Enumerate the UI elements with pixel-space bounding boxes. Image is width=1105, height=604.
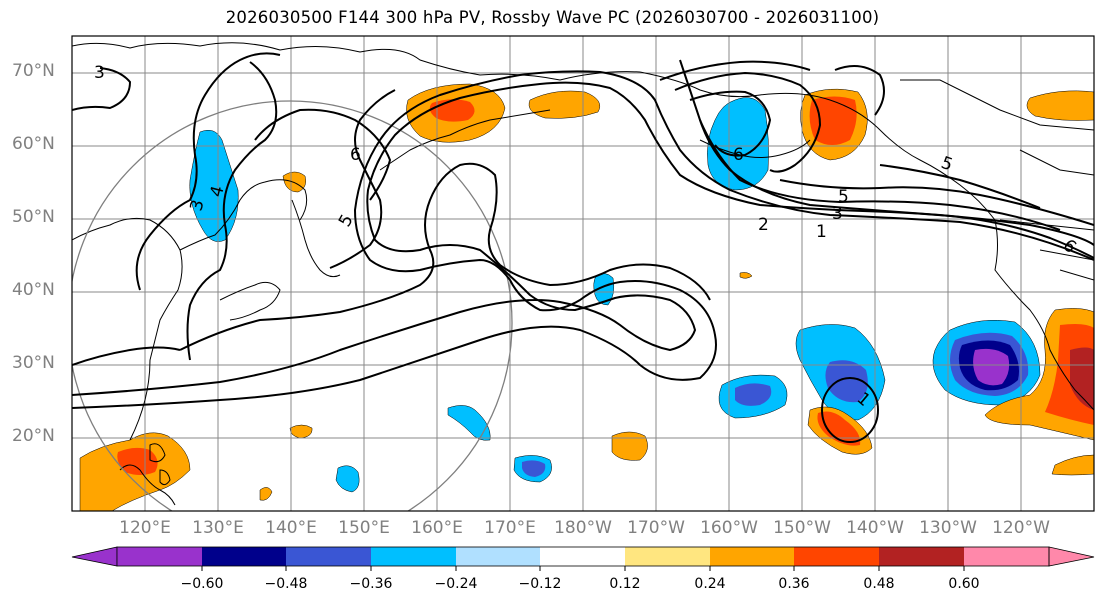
colorbar-tick-label: 0.48	[863, 576, 895, 592]
colorbar-extend-max	[1048, 546, 1095, 567]
colorbar-segment	[879, 547, 964, 566]
colorbar	[71, 546, 1095, 571]
colorbar-segment	[456, 547, 540, 566]
lon-label-160e: 160°E	[411, 518, 463, 538]
contour-label: 5	[838, 187, 849, 207]
negative-anomaly-blob	[335, 465, 360, 493]
lat-label-60n: 60°N	[12, 134, 55, 154]
reference-circle	[72, 100, 513, 511]
colorbar-segment	[117, 547, 202, 566]
contour-label: 1	[816, 222, 827, 242]
colorbar-tick-label: −0.48	[264, 576, 308, 592]
colorbar-segment	[625, 547, 710, 566]
lon-label-170e: 170°E	[484, 518, 536, 538]
negative-anomaly-core	[735, 383, 772, 406]
negative-anomaly-core	[825, 360, 868, 403]
coastlines	[72, 42, 1094, 506]
lon-label-120e: 120°E	[119, 518, 171, 538]
colorbar-tick-label: −0.36	[349, 576, 393, 592]
contour-label: 6	[733, 145, 744, 165]
positive-anomaly-core	[809, 96, 857, 145]
lat-label-50n: 50°N	[12, 207, 55, 227]
colorbar-segment	[371, 547, 456, 566]
contour-label: 2	[758, 215, 769, 235]
colorbar-tick-label: 0.60	[948, 576, 980, 592]
contour-label: 4	[207, 184, 229, 200]
positive-anomaly-core	[117, 447, 158, 475]
colorbar-segment	[964, 547, 1049, 566]
lon-label-120w: 120°W	[992, 518, 1050, 538]
negative-anomaly-core	[522, 460, 546, 477]
lon-label-140e: 140°E	[265, 518, 317, 538]
colorbar-tick-label: −0.24	[434, 576, 478, 592]
contour-label: 3	[187, 198, 209, 214]
positive-anomaly-blob	[289, 424, 313, 439]
colorbar-tick-label: 0.36	[778, 576, 810, 592]
lon-label-150w: 150°W	[773, 518, 831, 538]
positive-anomaly-blob	[1051, 454, 1094, 476]
contour-label: 3	[832, 204, 843, 224]
contour-label: 3	[94, 63, 105, 83]
negative-anomaly-core-extreme	[973, 348, 1010, 386]
lon-label-180w: 180°W	[554, 518, 612, 538]
positive-anomaly-blob	[1026, 90, 1094, 121]
lat-label-30n: 30°N	[12, 353, 55, 373]
negative-anomaly-blob	[447, 405, 491, 441]
lon-label-130w: 130°W	[919, 518, 977, 538]
colorbar-tick-label: 0.12	[609, 576, 641, 592]
lon-label-160w: 160°W	[700, 518, 758, 538]
colorbar-tick-label: −0.60	[180, 576, 224, 592]
colorbar-segment	[794, 547, 879, 566]
colorbar-segment	[710, 547, 794, 566]
positive-anomaly-blob	[528, 90, 601, 119]
negative-anomaly-blob	[189, 130, 239, 242]
lat-label-20n: 20°N	[12, 426, 55, 446]
negative-anomaly-blob	[707, 97, 769, 191]
positive-anomaly-blob	[259, 487, 273, 501]
colorbar-extend-min	[71, 546, 118, 567]
positive-anomaly-core	[817, 411, 861, 446]
positive-anomaly-blob	[282, 171, 306, 193]
map-area: 3 4 3 6 5 5 5 6 2 3 1 6 1	[72, 36, 1094, 511]
colorbar-tick-label: −0.12	[518, 576, 562, 592]
lon-label-170w: 170°W	[627, 518, 685, 538]
colorbar-tick-label: 0.24	[694, 576, 726, 592]
lon-label-150e: 150°E	[338, 518, 390, 538]
positive-anomaly-blob	[739, 272, 753, 279]
colorbar-segment	[202, 547, 286, 566]
colorbar-segment	[540, 547, 625, 566]
lon-label-140w: 140°W	[846, 518, 904, 538]
positive-anomaly-blob	[611, 431, 648, 461]
pv-contours	[72, 52, 1094, 443]
contour-label: 6	[350, 145, 361, 165]
lon-label-130e: 130°E	[192, 518, 244, 538]
map-title: 2026030500 F144 300 hPa PV, Rossby Wave …	[225, 8, 880, 27]
lat-label-40n: 40°N	[12, 280, 55, 300]
map-frame	[71, 35, 1095, 512]
lat-label-70n: 70°N	[12, 61, 55, 81]
positive-anomaly-core-deep	[1070, 347, 1094, 410]
colorbar-segment	[286, 547, 371, 566]
negative-anomaly-blob	[593, 273, 615, 306]
